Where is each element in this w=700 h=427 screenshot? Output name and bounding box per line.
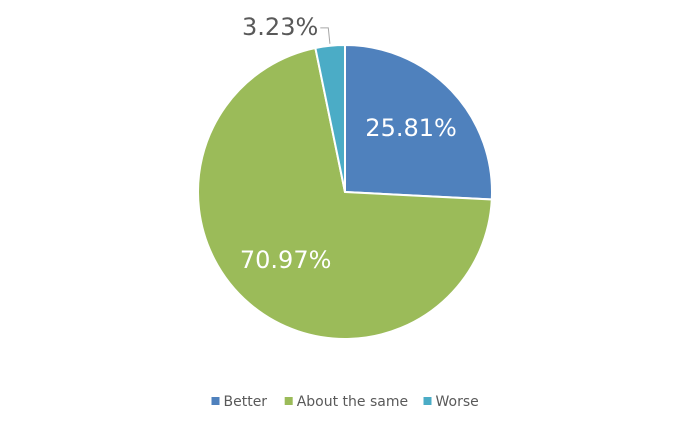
data-label: 3.23% — [242, 13, 318, 41]
legend-marker — [211, 397, 220, 405]
pie-slice — [314, 43, 346, 193]
leader-line — [320, 27, 331, 44]
legend-label: Worse — [436, 394, 479, 410]
pie-slice — [197, 46, 493, 340]
legend-label: Better — [224, 394, 268, 410]
data-label: 25.81% — [365, 114, 457, 142]
data-label: 70.97% — [240, 246, 332, 274]
legend-marker — [423, 397, 432, 405]
legend-marker — [284, 397, 293, 405]
pie-slice — [344, 43, 493, 201]
legend-label: About the same — [297, 394, 408, 410]
